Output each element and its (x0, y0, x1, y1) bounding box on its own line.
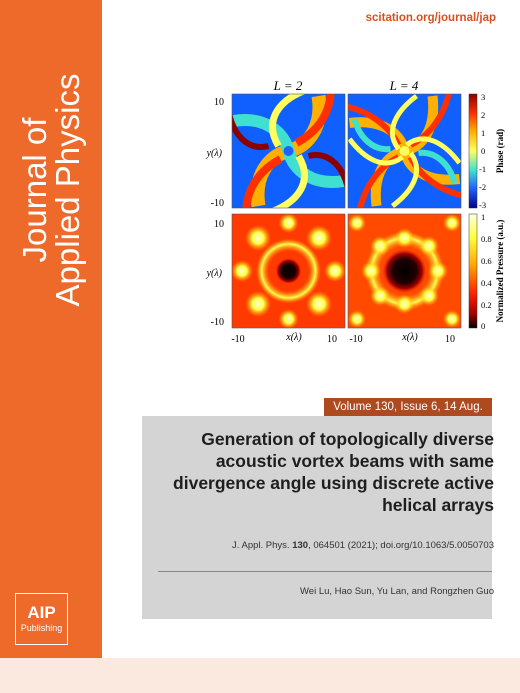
journal-title: Journal of Applied Physics (16, 40, 86, 340)
phase-map-l4 (348, 94, 461, 208)
journal-url[interactable]: scitation.org/journal/jap (365, 12, 496, 24)
pressure-map-l2 (232, 214, 345, 328)
x-tick-min-left: -10 (231, 334, 244, 345)
x-axis-label-left: x(λ) (285, 332, 302, 343)
y-axis-label-bottom: y(λ) (206, 268, 223, 279)
pressure-tick-0.2: 0.2 (481, 300, 492, 310)
pressure-map-l4 (348, 214, 461, 328)
article-panel (142, 416, 492, 619)
phase-tick-neg3: -3 (479, 200, 486, 210)
pressure-tick-0.4: 0.4 (481, 278, 492, 288)
phase-tick-neg2: -2 (479, 182, 486, 192)
citation-doi[interactable]: , 064501 (2021); doi.org/10.1063/5.00507… (308, 540, 494, 551)
phase-map-l2 (232, 94, 345, 208)
x-tick-max-left: 10 (327, 334, 337, 345)
pressure-colorbar-label: Normalized Pressure (a.u.) (495, 220, 505, 323)
aip-publishing-logo: AIP Publishing (15, 593, 68, 645)
publishing-logo-text: Publishing (20, 623, 63, 633)
phase-colorbar-label: Phase (rad) (495, 129, 505, 173)
y-axis-label-top: y(λ) (206, 148, 223, 159)
journal-title-line1: Journal of (16, 117, 53, 263)
pressure-tick-0: 0 (481, 321, 485, 331)
footer-band (0, 658, 520, 693)
phase-tick-neg1: -1 (479, 164, 486, 174)
y-tick-top-min: -10 (211, 198, 224, 209)
column-label-l4: L = 4 (389, 78, 419, 93)
article-citation: J. Appl. Phys. 130, 064501 (2021); doi.o… (232, 540, 494, 551)
phase-colorbar (468, 93, 478, 209)
article-authors: Wei Lu, Hao Sun, Yu Lan, and Rongzhen Gu… (299, 586, 494, 597)
phase-tick-3: 3 (481, 92, 485, 102)
phase-tick-0: 0 (481, 146, 485, 156)
x-axis-label-right: x(λ) (401, 332, 418, 343)
y-tick-top-max: 10 (214, 97, 224, 108)
article-title[interactable]: Generation of topologically diverse acou… (173, 429, 494, 515)
cover-figure: L = 2 L = 4 (206, 78, 505, 345)
phase-tick-1: 1 (481, 128, 485, 138)
pressure-tick-0.6: 0.6 (481, 256, 492, 266)
citation-volume: 130 (292, 540, 309, 551)
pressure-colorbar (468, 213, 478, 329)
citation-journal: J. Appl. Phys. (232, 540, 293, 551)
y-tick-bottom-max: 10 (214, 219, 224, 230)
y-tick-bottom-min: -10 (211, 317, 224, 328)
x-tick-min-right: -10 (349, 334, 362, 345)
panel-divider (158, 571, 492, 572)
pressure-tick-1: 1 (481, 212, 485, 222)
column-label-l2: L = 2 (273, 78, 303, 93)
aip-logo-text: AIP (27, 603, 56, 622)
phase-tick-2: 2 (481, 110, 485, 120)
volume-issue-banner: Volume 130, Issue 6, 14 Aug. 2021 (324, 398, 492, 431)
journal-sidebar: Journal of Applied Physics AIP Publishin… (0, 0, 102, 658)
journal-title-line2: Applied Physics (49, 73, 86, 307)
pressure-tick-0.8: 0.8 (481, 234, 492, 244)
x-tick-max-right: 10 (445, 334, 455, 345)
